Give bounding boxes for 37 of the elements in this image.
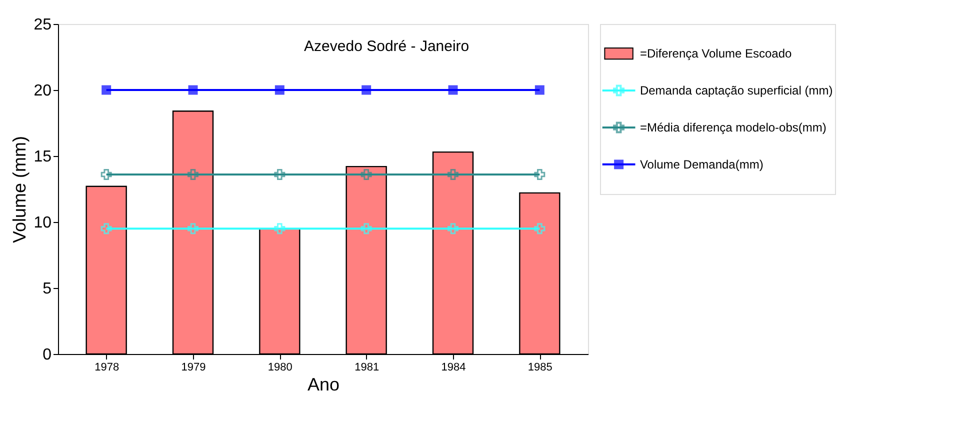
point	[448, 223, 458, 234]
y-tick-label: 25	[34, 16, 52, 34]
point	[188, 223, 198, 234]
x-tick-label: 1979	[181, 362, 206, 374]
point	[274, 223, 286, 234]
point	[188, 168, 198, 180]
point	[534, 85, 544, 95]
x-tick-label: 1980	[268, 362, 292, 374]
x-tick-label: 1985	[528, 362, 552, 374]
y-axis-title: Volume (mm)	[10, 136, 30, 244]
x-tick-label: 1984	[441, 362, 466, 374]
point	[362, 85, 372, 95]
point	[360, 168, 372, 180]
point	[100, 168, 112, 180]
point	[534, 168, 546, 180]
point	[360, 223, 372, 234]
point	[448, 85, 458, 95]
point	[534, 223, 546, 234]
x-tick-label: 1981	[354, 362, 380, 374]
text: Azevedo Sodré - Janeiro	[304, 38, 470, 55]
point	[448, 168, 458, 180]
point	[100, 223, 112, 234]
x-axis-title: Ano	[307, 374, 340, 394]
legend-label: Demanda captação superficial (mm)	[640, 84, 833, 98]
y-tick-label: 10	[34, 214, 52, 232]
point	[274, 168, 286, 180]
legend-label: =Diferença Volume Escoado	[640, 46, 792, 61]
x-tick-label: 1978	[94, 362, 120, 374]
point	[274, 85, 284, 95]
legend-label: =Média diferença modelo-obs(mm)	[640, 120, 826, 134]
point	[102, 85, 112, 95]
y-tick-label: 0	[42, 346, 52, 364]
y-tick-label: 5	[42, 280, 52, 298]
legend-label: Volume Demanda(mm)	[640, 157, 764, 172]
point	[188, 85, 198, 95]
y-tick-label: 15	[34, 148, 52, 166]
y-tick-label: 20	[34, 82, 52, 100]
